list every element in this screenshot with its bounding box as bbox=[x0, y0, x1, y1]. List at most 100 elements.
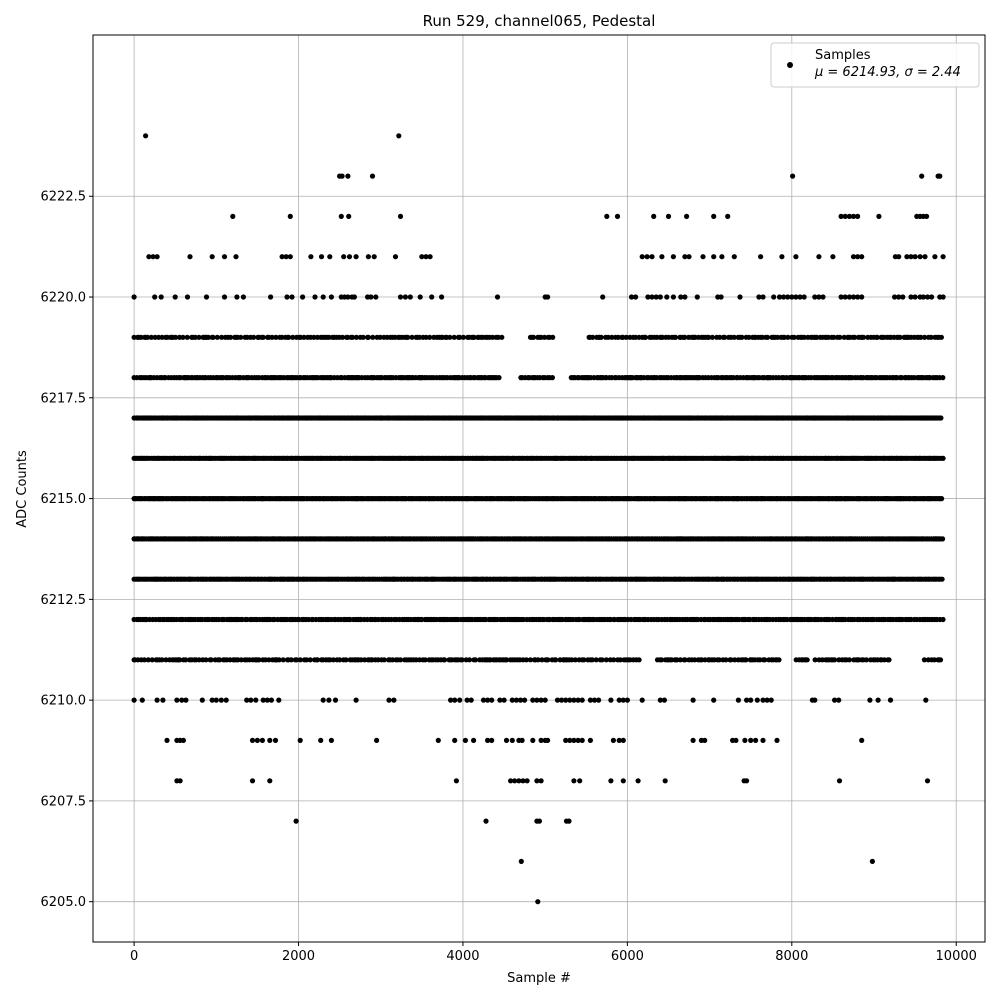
data-point bbox=[154, 697, 160, 703]
data-point bbox=[423, 334, 429, 340]
data-point bbox=[203, 657, 209, 663]
data-point bbox=[608, 697, 614, 703]
data-point bbox=[213, 697, 219, 703]
data-point bbox=[268, 697, 274, 703]
data-point bbox=[405, 334, 411, 340]
data-point bbox=[480, 697, 487, 703]
data-point bbox=[266, 657, 272, 663]
data-point bbox=[260, 697, 266, 703]
data-point bbox=[896, 254, 902, 260]
data-point bbox=[771, 294, 777, 300]
data-point bbox=[318, 737, 324, 744]
data-point bbox=[530, 334, 537, 340]
x-tick-label: 6000 bbox=[611, 949, 644, 964]
data-point bbox=[616, 737, 622, 744]
data-point bbox=[797, 294, 803, 300]
data-point bbox=[343, 657, 349, 663]
data-point bbox=[240, 294, 246, 300]
data-point bbox=[345, 173, 351, 179]
data-point bbox=[919, 173, 925, 179]
data-point bbox=[159, 334, 165, 340]
data-point bbox=[758, 254, 764, 260]
data-point bbox=[538, 737, 544, 744]
data-point bbox=[273, 334, 279, 340]
data-point bbox=[659, 254, 665, 260]
data-point bbox=[534, 778, 540, 784]
data-point bbox=[419, 254, 425, 260]
data-point bbox=[605, 334, 611, 340]
data-point bbox=[427, 254, 433, 260]
data-point bbox=[657, 697, 663, 703]
data-point bbox=[678, 294, 684, 300]
data-point bbox=[760, 737, 766, 744]
data-point bbox=[349, 334, 356, 340]
data-point bbox=[286, 334, 292, 340]
data-point bbox=[272, 737, 279, 744]
data-point bbox=[938, 334, 945, 340]
x-tick-label: 2000 bbox=[282, 949, 315, 964]
data-point bbox=[869, 858, 876, 865]
data-point bbox=[499, 334, 505, 340]
data-point bbox=[447, 334, 453, 340]
data-point bbox=[338, 213, 344, 219]
data-point bbox=[615, 334, 621, 340]
data-point bbox=[435, 737, 441, 744]
data-point bbox=[538, 697, 544, 703]
data-point bbox=[725, 213, 731, 219]
data-point bbox=[921, 657, 928, 663]
data-point bbox=[620, 737, 626, 744]
data-point bbox=[733, 737, 739, 744]
data-point bbox=[593, 657, 599, 663]
data-point bbox=[837, 334, 843, 340]
data-point bbox=[152, 294, 158, 300]
data-point bbox=[516, 778, 522, 784]
data-point bbox=[744, 778, 750, 784]
data-point bbox=[160, 697, 166, 703]
data-point bbox=[218, 697, 224, 703]
data-point bbox=[248, 697, 254, 703]
data-point bbox=[728, 657, 734, 663]
data-point bbox=[459, 657, 465, 663]
data-point bbox=[289, 294, 295, 300]
data-point bbox=[284, 294, 290, 300]
data-point bbox=[940, 536, 946, 542]
data-point bbox=[756, 294, 762, 300]
data-point bbox=[214, 334, 220, 340]
data-point bbox=[290, 334, 296, 340]
data-point bbox=[908, 254, 914, 260]
data-point bbox=[312, 294, 318, 300]
data-point bbox=[203, 294, 210, 300]
data-point bbox=[620, 697, 626, 703]
data-point bbox=[219, 334, 225, 340]
data-point bbox=[709, 334, 716, 340]
data-point bbox=[494, 294, 501, 300]
data-point bbox=[571, 737, 577, 744]
data-point bbox=[180, 334, 186, 340]
data-point bbox=[542, 697, 548, 703]
data-point bbox=[538, 778, 544, 784]
data-point bbox=[567, 737, 573, 744]
data-point bbox=[520, 778, 526, 784]
data-point bbox=[932, 254, 938, 260]
data-point bbox=[522, 697, 528, 703]
data-point bbox=[591, 697, 598, 703]
x-axis-label: Sample # bbox=[507, 971, 571, 986]
data-point bbox=[509, 697, 515, 703]
data-point bbox=[614, 213, 621, 219]
data-point bbox=[513, 697, 520, 703]
data-point bbox=[209, 254, 215, 260]
data-point bbox=[677, 657, 684, 663]
data-point bbox=[144, 334, 151, 340]
y-tick-label: 6222.5 bbox=[41, 190, 87, 205]
legend-box bbox=[770, 42, 980, 88]
data-point bbox=[567, 697, 573, 703]
data-point bbox=[599, 657, 605, 663]
plot-area-frame bbox=[92, 34, 986, 943]
data-point bbox=[192, 334, 198, 340]
data-point bbox=[702, 737, 708, 744]
data-point bbox=[764, 697, 770, 703]
data-point bbox=[836, 697, 842, 703]
data-point bbox=[251, 334, 257, 340]
data-point bbox=[268, 294, 274, 300]
data-point bbox=[768, 697, 774, 703]
